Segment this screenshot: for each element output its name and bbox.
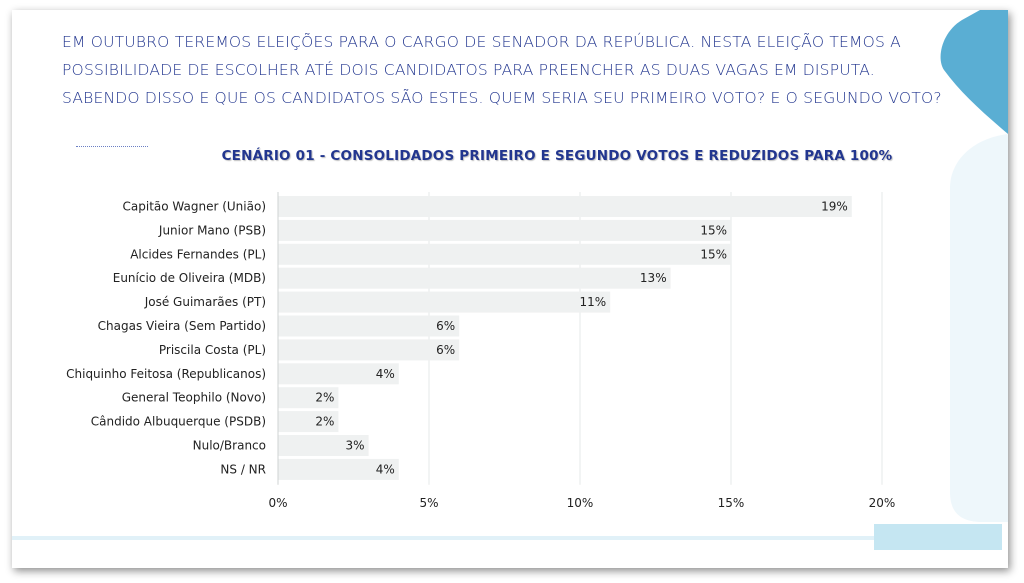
- bar: [278, 196, 852, 217]
- data-label: 4%: [376, 367, 395, 381]
- category-label: Chiquinho Feitosa (Republicanos): [66, 367, 266, 381]
- bar: [278, 339, 460, 361]
- category-label: General Teophilo (Novo): [122, 391, 266, 405]
- x-tick-label: 15%: [718, 496, 745, 510]
- survey-question: EM OUTUBRO TEREMOS ELEIÇÕES PARA O CARGO…: [62, 28, 942, 112]
- data-label: 6%: [436, 319, 455, 333]
- footer-line: [12, 536, 952, 540]
- question-line-3: SABENDO DISSO E QUE OS CANDIDATOS SÃO ES…: [62, 89, 942, 107]
- category-label: Capitão Wagner (União): [123, 200, 266, 214]
- bar: [278, 435, 369, 456]
- question-line-2: POSSIBILIDADE DE ESCOLHER ATÉ DOIS CANDI…: [62, 61, 875, 79]
- bar: [278, 291, 611, 313]
- data-label: 13%: [640, 271, 667, 285]
- category-label: Chagas Vieira (Sem Partido): [98, 319, 266, 333]
- category-label: Eunício de Oliveira (MDB): [113, 271, 266, 285]
- decorative-light-panel: [950, 134, 1008, 522]
- data-label: 2%: [315, 415, 334, 429]
- data-label: 15%: [700, 223, 727, 237]
- footer-block: [874, 524, 1002, 550]
- category-label: Priscila Costa (PL): [159, 343, 266, 357]
- bar: [278, 458, 399, 480]
- bar-chart: Capitão Wagner (União) 19% Junior Mano (PS…: [66, 192, 896, 510]
- bar: [278, 219, 731, 241]
- category-label: Junior Mano (PSB): [158, 223, 266, 237]
- data-label: 11%: [580, 295, 607, 309]
- bar: [278, 387, 339, 409]
- category-label: Nulo/Branco: [193, 439, 266, 453]
- question-line-1: EM OUTUBRO TEREMOS ELEIÇÕES PARA O CARGO…: [62, 33, 901, 51]
- category-label: Alcides Fernandes (PL): [130, 247, 266, 261]
- bar: [278, 267, 671, 289]
- category-label: NS / NR: [220, 462, 266, 476]
- decorative-blue-arrow: [940, 10, 1008, 134]
- data-label: 4%: [376, 462, 395, 476]
- data-label: 15%: [700, 247, 727, 261]
- data-label: 3%: [346, 439, 365, 453]
- category-label: Cândido Albuquerque (PSDB): [91, 415, 266, 429]
- bar: [278, 411, 339, 433]
- slide: EM OUTUBRO TEREMOS ELEIÇÕES PARA O CARGO…: [12, 10, 1008, 568]
- x-tick-label: 20%: [869, 496, 896, 510]
- data-label: 2%: [315, 391, 334, 405]
- chart-title: CENÁRIO 01 - CONSOLIDADOS PRIMEIRO E SEG…: [221, 148, 893, 164]
- bar: [278, 243, 731, 265]
- x-tick-label: 10%: [567, 496, 594, 510]
- x-tick-label: 5%: [419, 496, 438, 510]
- bar: [278, 363, 399, 385]
- x-tick-label: 0%: [268, 496, 287, 510]
- dotted-divider: [76, 146, 148, 147]
- data-label: 6%: [436, 343, 455, 357]
- bar: [278, 315, 460, 337]
- category-label: José Guimarães (PT): [144, 295, 266, 309]
- decorative-corner-shape: [940, 10, 1008, 522]
- data-label: 19%: [821, 200, 848, 214]
